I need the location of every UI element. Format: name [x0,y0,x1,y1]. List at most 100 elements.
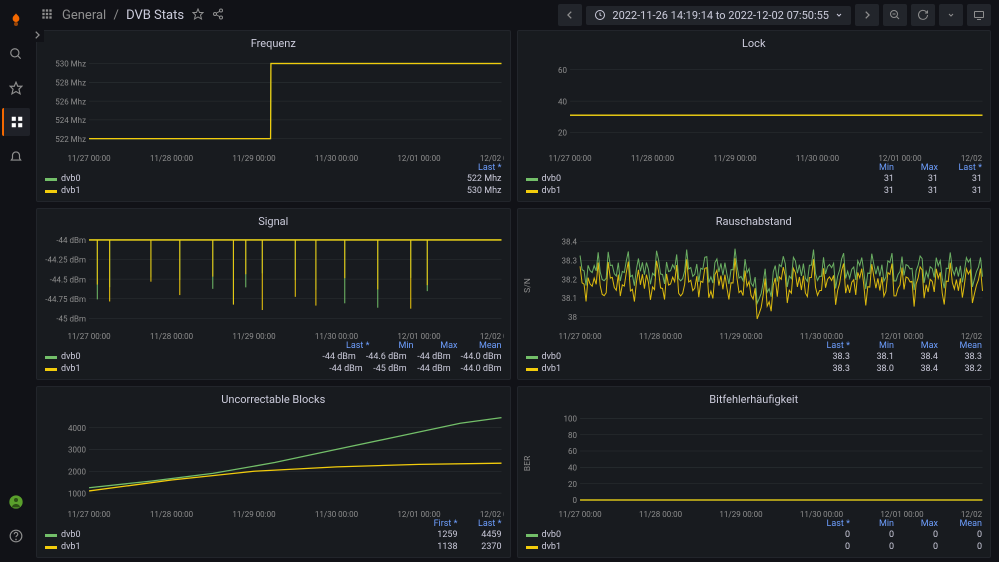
legend-row[interactable]: dvb0313131 [524,173,985,185]
svg-text:11/28 00:00: 11/28 00:00 [150,332,194,341]
legend-series-name: dvb1 [61,364,81,374]
svg-text:530 Mhz: 530 Mhz [55,60,86,70]
legend-row[interactable]: dvb0522 Mhz [43,173,504,185]
alerting-icon[interactable] [2,142,30,170]
svg-text:12/01 00:00: 12/01 00:00 [880,510,924,519]
legend-row[interactable]: dvb1313131 [524,185,985,197]
svg-text:12/01 00:00: 12/01 00:00 [880,332,924,341]
svg-text:11/29 00:00: 11/29 00:00 [719,510,763,519]
legend-swatch [526,356,538,359]
legend-row[interactable]: dvb0-44 dBm-44.6 dBm-44 dBm-44.0 dBm [43,351,504,363]
legend-series-name: dvb0 [542,352,562,362]
sidebar [0,0,32,562]
svg-text:12/02 00:00: 12/02 00:00 [960,510,984,519]
legend-row[interactable]: dvb1 -44 dBm-45 dBm-44 dBm-44.0 dBm [43,363,504,375]
svg-text:12/02 00:00: 12/02 00:00 [480,332,504,341]
svg-text:11/30 00:00: 11/30 00:00 [315,510,359,519]
legend-row[interactable]: dvb1530 Mhz [43,185,504,197]
time-back-button[interactable] [558,4,582,26]
svg-text:38.3: 38.3 [561,256,577,266]
legend-series-name: dvb1 [61,542,81,552]
legend-swatch [526,534,538,537]
svg-text:11/30 00:00: 11/30 00:00 [315,332,359,341]
share-icon[interactable] [212,8,224,23]
legend-row[interactable]: dvb012594459 [43,529,504,541]
legend-values: -44 dBm-45 dBm-44 dBm-44.0 dBm [329,364,502,374]
panel-title: Rauschabstand [524,213,985,230]
chart-area[interactable]: S/N3838.138.238.338.411/27 00:0011/28 00… [524,230,985,341]
time-range-picker[interactable]: 2022-11-26 14:19:14 to 2022-12-02 07:50:… [586,6,851,25]
star-icon[interactable] [2,74,30,102]
refresh-icon[interactable] [911,4,935,26]
svg-text:11/27 00:00: 11/27 00:00 [558,510,602,519]
favorite-icon[interactable] [192,8,204,23]
expand-handle-icon[interactable] [30,28,44,42]
legend-swatch [45,190,57,193]
panel-uncorrectable[interactable]: Uncorrectable Blocks100020003000400011/2… [36,386,511,558]
breadcrumb-page[interactable]: DVB Stats [126,8,184,23]
grafana-logo-icon[interactable] [2,6,30,34]
chart-area[interactable]: 100020003000400011/27 00:0011/28 00:0011… [43,408,504,519]
legend-values: 38.338.138.438.3 [816,352,982,362]
svg-text:11/29 00:00: 11/29 00:00 [232,510,276,519]
breadcrumb-root[interactable]: General [62,8,106,23]
svg-text:528 Mhz: 528 Mhz [55,78,86,88]
panel-rauschabstand[interactable]: RauschabstandS/N3838.138.238.338.411/27 … [517,208,992,380]
svg-text:BER: BER [524,456,533,471]
refresh-dropdown-icon[interactable] [939,4,963,26]
svg-text:4000: 4000 [68,424,86,434]
svg-text:524 Mhz: 524 Mhz [55,116,86,126]
legend-series-name: dvb1 [61,186,81,196]
legend-header: Last *MinMaxMean [524,519,985,529]
legend-row[interactable]: dvb00000 [524,529,985,541]
legend-row[interactable]: dvb0 38.338.138.438.3 [524,351,985,363]
svg-text:11/28 00:00: 11/28 00:00 [150,510,194,519]
svg-text:11/29 00:00: 11/29 00:00 [232,332,276,341]
svg-text:60: 60 [568,447,577,457]
legend-row[interactable]: dvb1 11382370 [43,541,504,553]
svg-text:11/27 00:00: 11/27 00:00 [67,332,111,341]
help-icon[interactable] [2,522,30,550]
svg-text:-44.5 dBm: -44.5 dBm [50,275,86,285]
legend-values: 0000 [816,530,982,540]
legend-header: Last * [43,163,504,173]
panel-frequenz[interactable]: Frequenz522 Mhz524 Mhz526 Mhz528 Mhz530 … [36,30,511,202]
legend-values: 0000 [816,542,982,552]
chart-area[interactable]: BER02040608010011/27 00:0011/28 00:0011/… [524,408,985,519]
legend-swatch [45,356,57,359]
legend-swatch [45,368,57,371]
legend-swatch [45,178,57,181]
panel-lock[interactable]: Lock20406011/27 00:0011/28 00:0011/29 00… [517,30,992,202]
chart-area[interactable]: 522 Mhz524 Mhz526 Mhz528 Mhz530 Mhz11/27… [43,52,504,163]
svg-text:12/01 00:00: 12/01 00:00 [878,154,922,163]
topbar: General / DVB Stats 2022-11-26 14:19:14 … [32,0,999,30]
dashboards-icon[interactable] [2,108,30,136]
svg-text:11/27 00:00: 11/27 00:00 [548,154,592,163]
profile-icon[interactable] [2,488,30,516]
legend-row[interactable]: dvb1 0000 [524,541,985,553]
apps-icon[interactable] [40,7,54,24]
svg-text:S/N: S/N [524,278,533,293]
time-forward-button[interactable] [855,4,879,26]
legend-values: 11382370 [424,542,502,552]
legend-header: Last *MinMaxMean [524,341,985,351]
legend-row[interactable]: dvb138.338.038.438.2 [524,363,985,375]
panel-ber[interactable]: BitfehlerhäufigkeitBER02040608010011/27 … [517,386,992,558]
svg-text:20: 20 [558,128,567,138]
panel-title: Bitfehlerhäufigkeit [524,391,985,408]
chart-area[interactable]: -45 dBm-44.75 dBm-44.5 dBm-44.25 dBm-44 … [43,230,504,341]
legend-values: 313131 [860,186,982,196]
legend-swatch [45,546,57,549]
svg-text:526 Mhz: 526 Mhz [55,97,86,107]
svg-text:11/30 00:00: 11/30 00:00 [799,510,843,519]
svg-text:0: 0 [572,496,577,506]
legend-series-name: dvb0 [61,530,81,540]
tv-mode-icon[interactable] [967,4,991,26]
svg-text:-44.75 dBm: -44.75 dBm [45,295,86,305]
search-icon[interactable] [2,40,30,68]
legend-series-name: dvb1 [542,542,562,552]
zoom-out-icon[interactable] [883,4,907,26]
chart-area[interactable]: 20406011/27 00:0011/28 00:0011/29 00:001… [524,52,985,163]
panel-signal[interactable]: Signal-45 dBm-44.75 dBm-44.5 dBm-44.25 d… [36,208,511,380]
breadcrumb[interactable]: General / DVB Stats [62,8,184,23]
